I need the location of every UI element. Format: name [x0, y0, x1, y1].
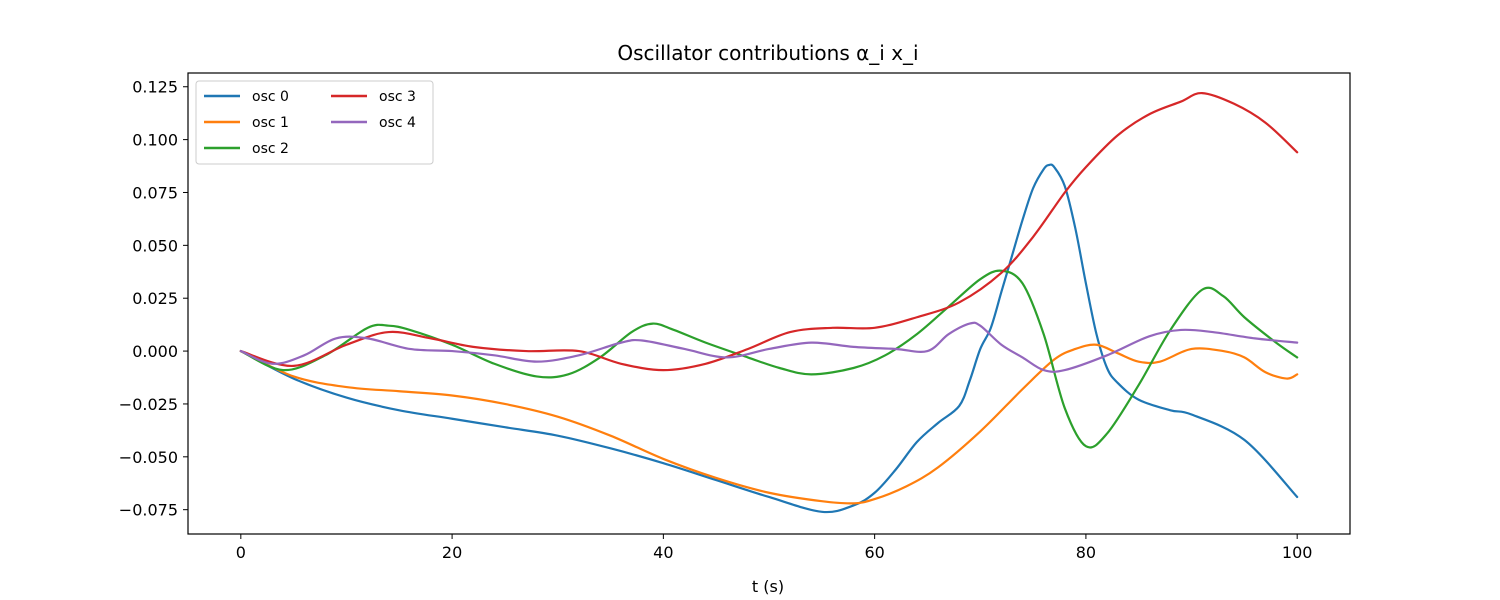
legend-box	[195, 80, 434, 165]
x-tick-label: 100	[1282, 543, 1313, 562]
x-tick-label: 40	[653, 543, 673, 562]
y-tick-label: −0.075	[119, 501, 178, 520]
y-tick-label: 0.050	[132, 236, 178, 255]
legend-label-3: osc 3	[379, 89, 416, 105]
legend: osc 0 osc 1 osc 2 osc 3 osc 4	[195, 80, 434, 165]
x-tick-label: 60	[864, 543, 884, 562]
y-axis: −0.075 −0.050 −0.025 0.000 0.025 0.050 0.075 0.…	[119, 78, 188, 520]
legend-label-2: osc 2	[252, 141, 289, 157]
series-line-4	[239, 321, 1299, 373]
y-tick-label: 0.125	[132, 78, 178, 97]
legend-label-0: osc 0	[252, 89, 289, 105]
y-tick-label: 0.075	[132, 183, 178, 202]
y-tick-label: 0.025	[132, 289, 178, 308]
series-line-0	[239, 163, 1299, 514]
y-tick-label: −0.025	[119, 395, 178, 414]
y-tick-label: 0.000	[132, 342, 178, 361]
series-line-1	[239, 343, 1299, 505]
legend-label-1: osc 1	[252, 115, 289, 131]
plot-frame	[187, 72, 1351, 535]
y-tick-label: 0.100	[132, 131, 178, 150]
legend-label-4: osc 4	[379, 115, 416, 131]
x-axis: 0 20 40 60 80 100	[236, 534, 1313, 562]
plot-lines	[239, 91, 1299, 514]
y-tick-label: −0.050	[119, 448, 178, 467]
chart-title: Oscillator contributions α_i x_i	[617, 41, 918, 65]
x-tick-label: 80	[1076, 543, 1096, 562]
series-line-3	[239, 91, 1299, 372]
series-line-2	[239, 269, 1299, 449]
x-axis-label: t (s)	[752, 577, 784, 596]
x-tick-label: 0	[236, 543, 246, 562]
x-tick-label: 20	[442, 543, 462, 562]
